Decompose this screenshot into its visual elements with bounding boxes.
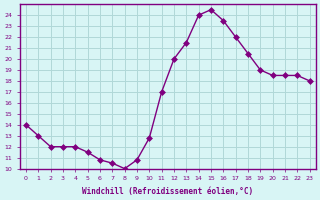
X-axis label: Windchill (Refroidissement éolien,°C): Windchill (Refroidissement éolien,°C) — [82, 187, 253, 196]
